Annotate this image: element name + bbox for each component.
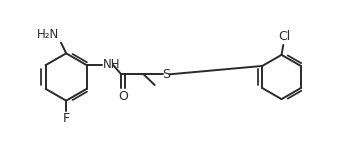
Text: S: S	[162, 67, 170, 81]
Text: Cl: Cl	[278, 30, 290, 43]
Text: H₂N: H₂N	[37, 28, 59, 41]
Text: NH: NH	[103, 58, 120, 71]
Text: F: F	[63, 112, 70, 125]
Text: O: O	[118, 90, 128, 103]
